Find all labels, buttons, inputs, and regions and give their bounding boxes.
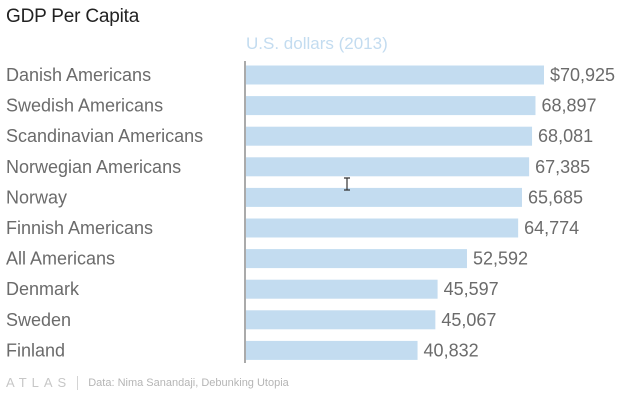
value-label: 52,592 [473, 249, 528, 269]
bar[interactable] [246, 96, 536, 116]
value-label: 45,067 [441, 310, 496, 330]
footer-divider [77, 375, 79, 390]
value-label: 65,685 [528, 187, 583, 207]
text-cursor-icon [344, 177, 350, 191]
category-label: Finnish Americans [6, 218, 153, 238]
chart-title: GDP Per Capita [6, 6, 140, 27]
value-label: $70,925 [550, 65, 615, 85]
atlas-logo[interactable]: ATLAS [6, 375, 72, 390]
chart-subtitle: U.S. dollars (2013) [246, 34, 388, 53]
category-label: Finland [6, 340, 65, 360]
source-note: Data: Nima Sanandaji, Debunking Utopia [88, 376, 289, 389]
value-label: 64,774 [524, 218, 579, 238]
bar[interactable] [246, 218, 519, 238]
category-label: Norway [6, 187, 67, 207]
bar[interactable] [246, 157, 530, 177]
bar[interactable] [246, 310, 436, 330]
value-label: 68,081 [538, 126, 593, 146]
category-label: Sweden [6, 310, 71, 330]
value-label: 45,597 [444, 279, 499, 299]
value-label: 67,385 [535, 157, 590, 177]
bar[interactable] [246, 279, 438, 299]
bar[interactable] [246, 249, 467, 269]
category-label: Danish Americans [6, 65, 151, 85]
category-label: Denmark [6, 279, 80, 299]
chart-footer: ATLAS Data: Nima Sanandaji, Debunking Ut… [6, 375, 289, 390]
category-label: Scandinavian Americans [6, 126, 203, 146]
value-label: 40,832 [424, 340, 479, 360]
category-label: Norwegian Americans [6, 157, 181, 177]
value-label: 68,897 [541, 96, 596, 116]
category-label: Swedish Americans [6, 96, 163, 116]
bar[interactable] [246, 126, 533, 146]
bar[interactable] [246, 65, 544, 85]
bar[interactable] [246, 340, 418, 360]
bar[interactable] [246, 187, 522, 207]
category-label: All Americans [6, 249, 115, 269]
